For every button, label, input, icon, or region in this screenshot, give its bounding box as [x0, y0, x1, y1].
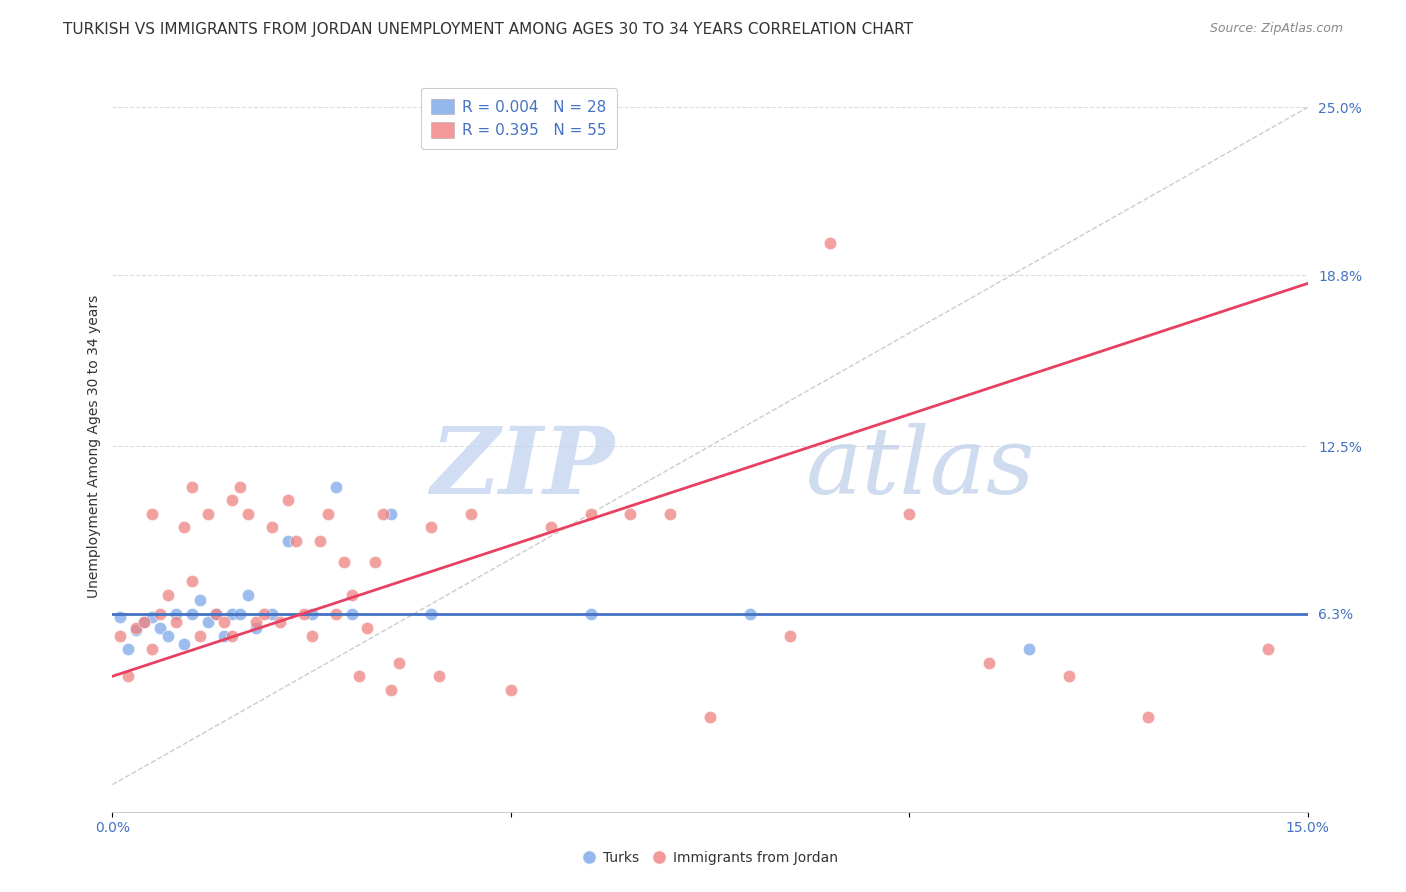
- Point: [110, 609, 132, 624]
- Point: [245, 615, 267, 629]
- Text: TURKISH VS IMMIGRANTS FROM JORDAN UNEMPLOYMENT AMONG AGES 30 TO 34 YEARS CORRELA: TURKISH VS IMMIGRANTS FROM JORDAN UNEMPL…: [63, 22, 914, 37]
- Point: [205, 607, 228, 621]
- Point: [579, 607, 602, 621]
- Point: [349, 669, 371, 683]
- Point: [188, 629, 211, 643]
- Point: [325, 607, 347, 621]
- Point: [117, 642, 139, 657]
- Point: [699, 710, 721, 724]
- Point: [149, 620, 172, 634]
- Point: [340, 588, 363, 602]
- Point: [818, 235, 841, 250]
- Point: [1018, 642, 1040, 657]
- Point: [236, 588, 259, 602]
- Point: [284, 533, 307, 548]
- Point: [181, 480, 204, 494]
- Point: [221, 629, 243, 643]
- Point: [205, 607, 228, 621]
- Point: [499, 682, 522, 697]
- Point: [540, 520, 562, 534]
- Point: [779, 629, 801, 643]
- Point: [373, 507, 395, 521]
- Point: [325, 480, 347, 494]
- Point: [301, 607, 323, 621]
- Point: [229, 480, 252, 494]
- Point: [197, 615, 219, 629]
- Point: [173, 637, 195, 651]
- Point: [221, 607, 243, 621]
- Point: [165, 607, 187, 621]
- Point: [212, 629, 235, 643]
- Text: ZIP: ZIP: [430, 423, 614, 513]
- Point: [260, 607, 283, 621]
- Point: [236, 507, 259, 521]
- Point: [181, 607, 204, 621]
- Point: [1257, 642, 1279, 657]
- Point: [380, 507, 402, 521]
- Point: [388, 656, 411, 670]
- Point: [253, 607, 276, 621]
- Point: [165, 615, 187, 629]
- Point: [1057, 669, 1080, 683]
- Point: [157, 629, 180, 643]
- Point: [277, 493, 299, 508]
- Point: [356, 620, 378, 634]
- Point: [898, 507, 921, 521]
- Point: [221, 493, 243, 508]
- Point: [173, 520, 195, 534]
- Point: [125, 624, 148, 638]
- Point: [277, 533, 299, 548]
- Point: [260, 520, 283, 534]
- Point: [141, 609, 163, 624]
- Point: [269, 615, 291, 629]
- Point: [308, 533, 330, 548]
- Point: [212, 615, 235, 629]
- Point: [301, 629, 323, 643]
- Point: [110, 629, 132, 643]
- Point: [364, 556, 387, 570]
- Point: [619, 507, 641, 521]
- Point: [316, 507, 339, 521]
- Point: [420, 607, 443, 621]
- Point: [460, 507, 482, 521]
- Point: [181, 574, 204, 589]
- Point: [197, 507, 219, 521]
- Text: atlas: atlas: [806, 423, 1035, 513]
- Point: [157, 588, 180, 602]
- Point: [380, 682, 402, 697]
- Point: [292, 607, 315, 621]
- Point: [420, 520, 443, 534]
- Point: [340, 607, 363, 621]
- Text: Source: ZipAtlas.com: Source: ZipAtlas.com: [1209, 22, 1343, 36]
- Point: [579, 507, 602, 521]
- Point: [1137, 710, 1160, 724]
- Y-axis label: Unemployment Among Ages 30 to 34 years: Unemployment Among Ages 30 to 34 years: [87, 294, 101, 598]
- Point: [141, 507, 163, 521]
- Point: [134, 615, 156, 629]
- Point: [117, 669, 139, 683]
- Legend: Turks, Immigrants from Jordan: Turks, Immigrants from Jordan: [576, 846, 844, 871]
- Point: [125, 620, 148, 634]
- Point: [659, 507, 682, 521]
- Point: [245, 620, 267, 634]
- Point: [141, 642, 163, 657]
- Point: [738, 607, 761, 621]
- Point: [134, 615, 156, 629]
- Point: [332, 556, 354, 570]
- Point: [229, 607, 252, 621]
- Point: [427, 669, 450, 683]
- Point: [149, 607, 172, 621]
- Point: [977, 656, 1000, 670]
- Point: [188, 593, 211, 607]
